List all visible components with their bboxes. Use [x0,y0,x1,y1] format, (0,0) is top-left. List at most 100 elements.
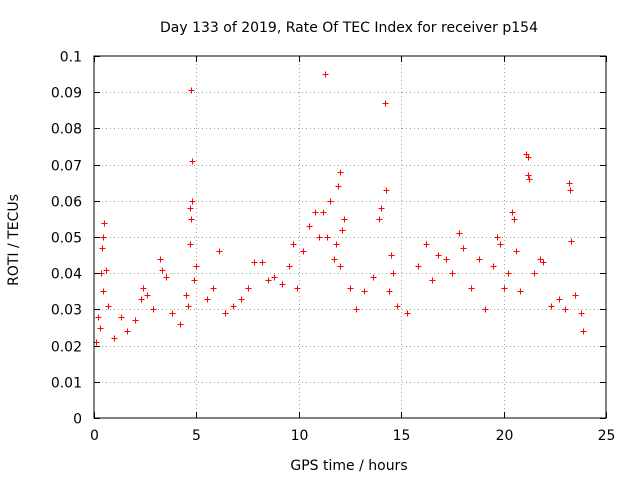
data-points [93,71,587,346]
data-point [259,259,266,266]
data-point [185,303,192,310]
data-point [531,270,538,277]
data-point [501,285,508,292]
data-point [290,241,297,248]
data-point [388,252,395,259]
data-point [222,310,229,317]
data-point [169,310,176,317]
data-point [251,259,258,266]
data-point [497,241,504,248]
data-point [456,230,463,237]
data-point [324,234,331,241]
data-point [513,248,520,255]
data-point [188,216,195,223]
data-point [118,314,125,321]
data-point [144,292,151,299]
x-tick-label: 15 [393,428,411,444]
data-point [339,227,346,234]
data-point [383,187,390,194]
data-point [189,158,196,165]
data-point [429,277,436,284]
x-tick-labels: 0 5 10 15 20 25 [90,428,615,444]
y-tick-label: 0.04 [51,267,82,283]
axis-ticks [94,56,607,419]
data-point [567,187,574,194]
data-point [505,270,512,277]
data-point [157,256,164,263]
data-point [216,248,223,255]
data-point [347,285,354,292]
data-point [494,234,501,241]
data-point [177,321,184,328]
data-point [95,314,102,321]
data-point [97,325,104,332]
data-point [382,100,389,107]
data-point [376,216,383,223]
data-point [100,288,107,295]
x-tick-label: 25 [598,428,616,444]
y-axis-label: ROTI / TECUs [6,194,22,286]
data-point [537,256,544,263]
data-point [238,296,245,303]
data-point [580,328,587,335]
chart-title: Day 133 of 2019, Rate Of TEC Index for r… [160,20,538,36]
data-point [138,296,145,303]
data-point [271,274,278,281]
x-tick-label: 0 [90,428,99,444]
data-point [578,310,585,317]
data-point [100,234,107,241]
y-tick-label: 0.09 [51,86,82,102]
x-tick-label: 5 [192,428,201,444]
data-point [187,241,194,248]
x-axis-label: GPS time / hours [290,458,407,474]
data-point [566,180,573,187]
data-point [327,198,334,205]
data-point [394,303,401,310]
y-tick-label: 0.1 [60,50,82,66]
data-point [124,328,131,335]
data-point [245,285,252,292]
data-point [423,241,430,248]
data-point [335,183,342,190]
y-tick-label: 0.01 [51,376,82,392]
data-point [540,259,547,266]
data-point [460,245,467,252]
data-point [476,256,483,263]
data-point [404,310,411,317]
data-point [99,245,106,252]
data-point [300,248,307,255]
data-point [163,274,170,281]
data-point [279,281,286,288]
y-tick-label: 0.06 [51,195,82,211]
data-point [159,267,166,274]
data-point [556,296,563,303]
data-point [370,274,377,281]
data-point [353,306,360,313]
data-point [331,256,338,263]
y-tick-label: 0.07 [51,159,82,175]
data-point [150,306,157,313]
data-point [191,277,198,284]
data-point [204,296,211,303]
data-point [468,285,475,292]
data-point [435,252,442,259]
data-point [490,263,497,270]
data-point [188,87,195,94]
data-point [210,285,217,292]
grid-lines [94,56,606,418]
data-point [525,154,532,161]
y-tick-label: 0.08 [51,122,82,138]
data-point [230,303,237,310]
data-point [111,335,118,342]
x-tick-label: 20 [496,428,514,444]
data-point [312,209,319,216]
data-point [511,216,518,223]
data-point [443,256,450,263]
y-tick-label: 0.05 [51,231,82,247]
data-point [140,285,147,292]
y-tick-labels: 0 0.01 0.02 0.03 0.04 0.05 0.06 0.07 0.08 0.09 0.1 [51,50,82,428]
data-point [572,292,579,299]
data-point [265,277,272,284]
data-point [482,306,489,313]
